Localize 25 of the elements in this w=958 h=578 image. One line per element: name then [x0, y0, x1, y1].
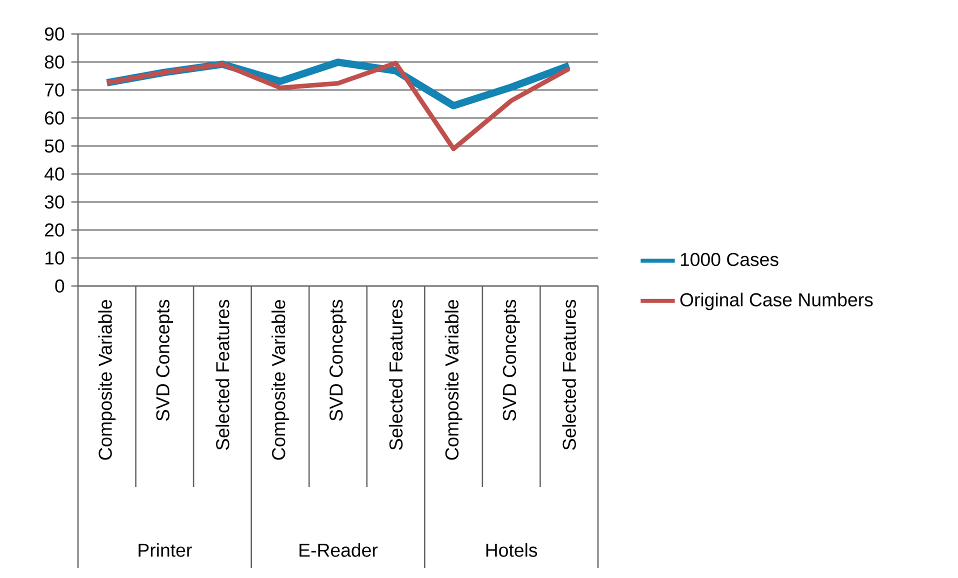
text: E-Reader [300, 543, 378, 557]
y-tick-label: 0 [55, 279, 64, 293]
y-tick-label: 80 [44, 55, 64, 69]
y-tick-label: 90 [44, 27, 64, 41]
x-tick-label: SVD Concepts [330, 300, 346, 421]
line-series [104, 60, 572, 152]
x-tick-label: Composite Variable [444, 300, 462, 460]
x-tick-label: SVD Concepts [502, 300, 520, 421]
x-tick-label: Composite Variable [98, 300, 116, 460]
text: Printer [138, 543, 192, 557]
x-tick-label: Selected Features [562, 300, 576, 450]
text: Hotels [486, 543, 538, 557]
x-tick-label: Selected Features [388, 300, 403, 450]
legend-label: 1000 Cases [680, 252, 778, 266]
y-tick-label: 60 [45, 111, 64, 125]
legend-label: Original Case Numbers [680, 292, 873, 310]
y-tick-label: 40 [44, 167, 64, 181]
y-tick-label: 70 [45, 83, 64, 97]
x-tick-label: Selected Features [216, 300, 230, 450]
y-tick-label: 30 [44, 195, 64, 209]
x-tick-label: Composite Variable [272, 300, 289, 460]
y-tick-label: 50 [44, 139, 64, 153]
y-tick-label: 10 [46, 251, 64, 265]
y-tick-label: 20 [45, 223, 64, 237]
x-tick-label: SVD Concepts [156, 300, 174, 421]
